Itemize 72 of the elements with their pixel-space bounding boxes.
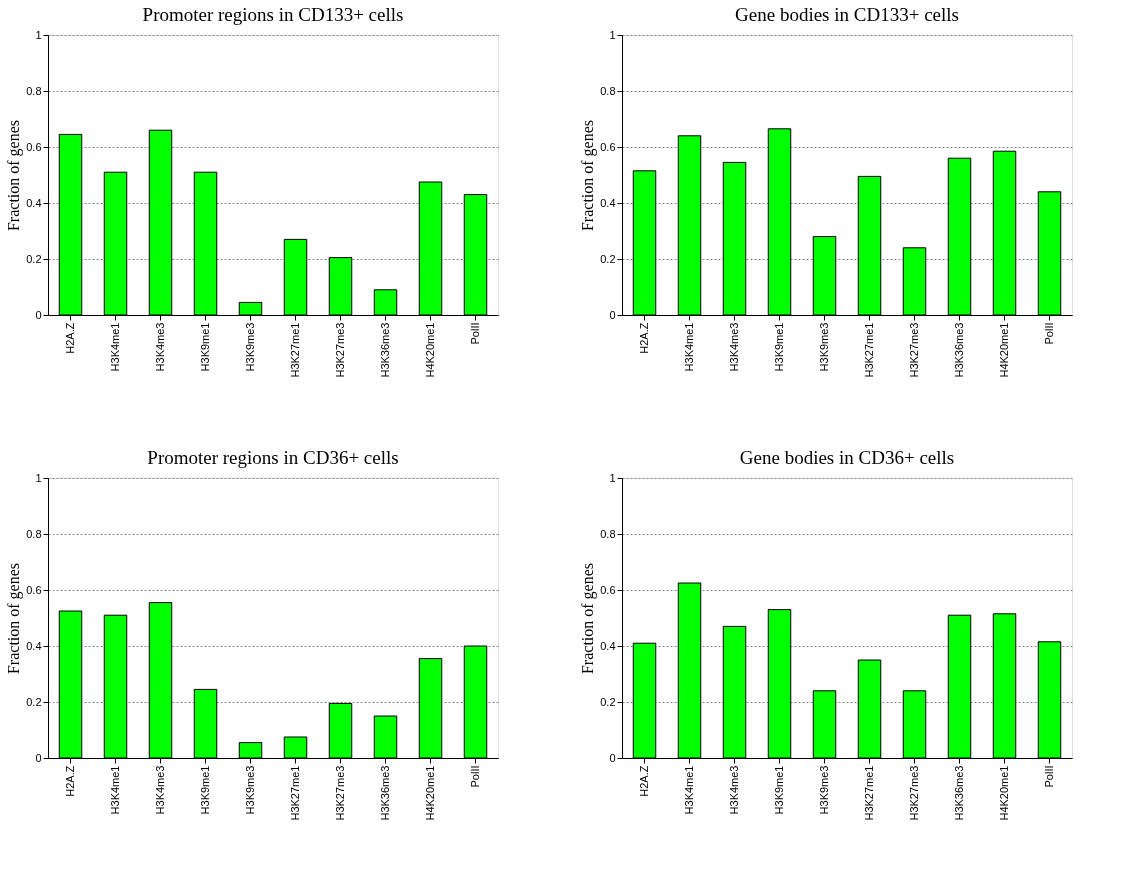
chart-title: Promoter regions in CD133+ cells <box>142 4 404 25</box>
x-tick-label: H3K36me3 <box>952 322 965 378</box>
y-tick-label: 0 <box>609 751 616 764</box>
x-tick-label: H3K36me3 <box>378 765 391 821</box>
x-tick-label: H3K9me1 <box>772 765 785 815</box>
y-axis-title: Fraction of genes <box>579 562 598 675</box>
x-tick-label: H4K20me1 <box>997 322 1010 378</box>
x-tick-label: H3K36me3 <box>952 765 965 821</box>
x-tick-label: H3K4me1 <box>682 322 695 372</box>
y-tick-label: 0.6 <box>26 140 42 153</box>
y-tick-label: 0.4 <box>600 196 616 209</box>
y-axis-title: Fraction of genes <box>579 119 598 232</box>
y-tick-label: 1 <box>35 28 42 41</box>
y-tick-label: 0 <box>35 308 42 321</box>
y-tick-label: 0.8 <box>600 84 616 97</box>
x-tick-label: H3K27me1 <box>862 765 875 821</box>
y-tick-label: 1 <box>609 471 616 484</box>
y-axis-title: Fraction of genes <box>5 562 24 675</box>
x-tick-label: PolII <box>1042 322 1055 345</box>
x-tick-label: H3K27me3 <box>333 322 346 378</box>
x-tick-label: H3K4me3 <box>727 765 740 815</box>
chart-title: Gene bodies in CD133+ cells <box>735 4 959 25</box>
x-tick-label: H3K9me3 <box>243 322 256 372</box>
x-tick-label: H3K36me3 <box>378 322 391 378</box>
x-tick-label: H3K4me1 <box>108 322 121 372</box>
x-tick-label: H2A.Z <box>637 765 650 797</box>
x-tick-label: H3K27me1 <box>288 765 301 821</box>
x-tick-label: H2A.Z <box>63 322 76 354</box>
x-tick-label: H3K4me3 <box>153 322 166 372</box>
y-tick-label: 0.2 <box>600 695 616 708</box>
x-tick-label: H3K4me1 <box>108 765 121 815</box>
y-tick-label: 0.8 <box>26 84 42 97</box>
y-tick-label: 0.8 <box>600 527 616 540</box>
chart-title: Promoter regions in CD36+ cells <box>147 447 399 468</box>
x-tick-label: H3K27me1 <box>288 322 301 378</box>
x-tick-label: H3K9me1 <box>198 322 211 372</box>
x-tick-label: H3K9me3 <box>817 765 830 815</box>
y-tick-label: 0.6 <box>26 583 42 596</box>
y-tick-label: 0.8 <box>26 527 42 540</box>
y-tick-label: 0.4 <box>600 639 616 652</box>
x-tick-label: H3K4me3 <box>727 322 740 372</box>
y-tick-label: 0.4 <box>26 639 42 652</box>
x-tick-label: H3K9me1 <box>772 322 785 372</box>
x-tick-label: H3K9me3 <box>243 765 256 815</box>
y-tick-label: 0.6 <box>600 583 616 596</box>
x-tick-label: PolII <box>468 322 481 345</box>
x-tick-label: H4K20me1 <box>423 322 436 378</box>
x-tick-label: H3K27me3 <box>907 322 920 378</box>
x-tick-label: H3K4me1 <box>682 765 695 815</box>
x-tick-label: H3K9me1 <box>198 765 211 815</box>
y-tick-label: 0.2 <box>26 252 42 265</box>
y-tick-label: 0.6 <box>600 140 616 153</box>
y-tick-label: 0.4 <box>26 196 42 209</box>
x-tick-label: H3K9me3 <box>817 322 830 372</box>
x-tick-label: H3K27me3 <box>907 765 920 821</box>
y-tick-label: 0 <box>609 308 616 321</box>
chart-title: Gene bodies in CD36+ cells <box>739 447 955 468</box>
y-tick-label: 1 <box>35 471 42 484</box>
x-tick-label: H2A.Z <box>63 765 76 797</box>
x-tick-label: H2A.Z <box>637 322 650 354</box>
x-tick-label: H3K27me3 <box>333 765 346 821</box>
x-tick-label: PolII <box>1042 765 1055 788</box>
x-tick-label: H3K4me3 <box>153 765 166 815</box>
y-tick-label: 0 <box>35 751 42 764</box>
y-tick-label: 0.2 <box>600 252 616 265</box>
x-tick-label: PolII <box>468 765 481 788</box>
x-tick-label: H3K27me1 <box>862 322 875 378</box>
x-tick-label: H4K20me1 <box>423 765 436 821</box>
y-axis-title: Fraction of genes <box>5 119 24 232</box>
y-tick-label: 1 <box>609 28 616 41</box>
x-tick-label: H4K20me1 <box>997 765 1010 821</box>
y-tick-label: 0.2 <box>26 695 42 708</box>
